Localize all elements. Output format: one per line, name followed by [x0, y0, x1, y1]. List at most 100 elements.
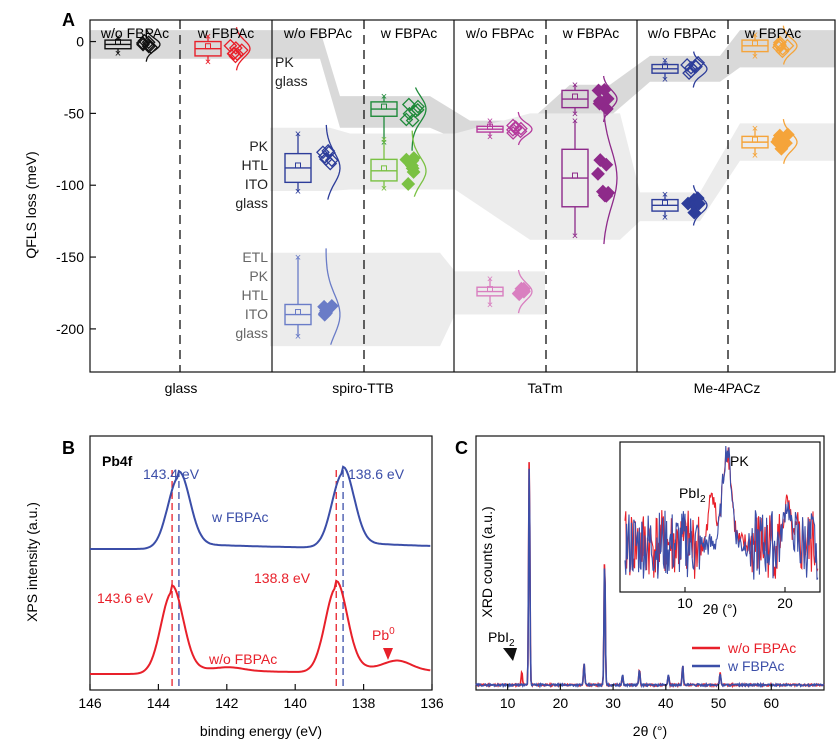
density-curve [602, 75, 618, 123]
xtick-label: 50 [711, 695, 727, 711]
peak-label-wo-1: 143.6 eV [97, 590, 154, 606]
inset-xtick-label: 10 [677, 595, 693, 611]
outlier-marker: × [381, 134, 387, 146]
xps-curve-wo [90, 579, 431, 675]
data-point [401, 177, 416, 191]
stack-label: HTL [242, 287, 269, 303]
inset-curve-w [624, 445, 819, 580]
data-point [508, 121, 523, 136]
xrd-curve-w [475, 468, 825, 689]
gray-bands [90, 30, 835, 347]
data-point [775, 41, 790, 56]
outlier-marker: × [205, 57, 211, 69]
density-curve [692, 185, 708, 226]
panel-c-letter: C [455, 438, 468, 458]
density-curve [603, 111, 618, 245]
outlier-marker: × [487, 116, 493, 128]
data-point [684, 60, 698, 75]
panel-a-letter: A [62, 10, 75, 30]
data-point [228, 41, 243, 55]
outlier-marker: × [205, 31, 211, 43]
mean-marker [487, 286, 493, 293]
panel-b-letter: B [62, 438, 75, 458]
inset-pk-label: PK [730, 453, 749, 469]
density-curve [145, 28, 161, 62]
panel-b-ylabel: XPS intensity (a.u.) [24, 502, 40, 622]
box-plots: ×××××××××××××××××××××××××××× [104, 25, 798, 345]
data-point [591, 166, 605, 181]
outlier-marker: × [295, 129, 301, 141]
outlier-marker: × [572, 231, 578, 243]
inset-pbi2-label: PbI2 [679, 485, 706, 505]
band-etl-stack [270, 252, 545, 347]
group-label: TaTm [528, 380, 563, 396]
outlier-marker: × [487, 299, 493, 311]
panel-a-frame [89, 19, 836, 373]
outlier-marker: × [752, 29, 758, 41]
outlier-marker: × [752, 51, 758, 63]
outlier-marker: × [572, 108, 578, 120]
outlier-marker: × [295, 331, 301, 343]
panel-b-frame [89, 435, 433, 691]
peak-label-wo-2: 138.8 eV [254, 570, 311, 586]
outlier-marker: × [662, 74, 668, 86]
outlier-marker: × [572, 80, 578, 92]
data-point [688, 59, 703, 74]
mean-marker [572, 172, 578, 179]
mean-marker [295, 162, 301, 169]
data-point [141, 37, 156, 52]
data-point [135, 36, 150, 50]
mean-marker [205, 43, 211, 50]
xtick-label: 40 [658, 695, 674, 711]
panel-c-frame [475, 435, 825, 691]
inset-xlabel: 2θ (°) [703, 601, 737, 617]
condition-dividers [179, 20, 729, 372]
ytick-label: -200 [56, 321, 84, 337]
group-labels: glass spiro-TTB TaTm Me-4PACz [165, 380, 761, 396]
ytick-label: -50 [64, 105, 84, 121]
density-curve [517, 111, 533, 146]
panel-b: B XPS intensity (a.u.) Pb4f 143.4 eV 138… [24, 435, 444, 739]
mean-marker [662, 199, 668, 206]
inset: PbI2 PK 10 20 2θ (°) [619, 441, 821, 617]
data-point [318, 306, 332, 321]
panel-c: C XRD counts (a.u.) PbI2 w/o FBPAc w FBP… [455, 435, 825, 739]
density-curve [325, 248, 341, 345]
box-plot: ×× [741, 25, 798, 65]
outlier-marker: × [752, 123, 758, 135]
column-header: w/o FBPAc [283, 25, 352, 41]
pb0-label: Pb0 [372, 626, 395, 643]
panel-b-title: Pb4f [102, 453, 133, 469]
data-point [410, 102, 425, 117]
group-label: glass [165, 380, 198, 396]
column-header: w FBPAc [744, 25, 802, 41]
mean-marker [115, 38, 121, 45]
outlier-marker: × [662, 212, 668, 224]
box-plot: ×× [370, 130, 427, 197]
box-plot: ×× [284, 124, 341, 200]
xps-curve-w [90, 465, 431, 550]
outlier-marker: × [381, 183, 387, 195]
legend-label-wo: w/o FBPAc [727, 640, 796, 656]
outlier-marker: × [662, 55, 668, 67]
stack-labels: PK glass PK HTL ITO glass ETL PK HTL ITO glass [235, 54, 307, 341]
peak-guides [171, 470, 344, 688]
density-curve [411, 130, 427, 197]
box-plot: ×× [476, 111, 533, 146]
column-header: w/o FBPAc [100, 25, 169, 41]
mean-marker [381, 165, 387, 172]
outlier-marker: × [572, 116, 578, 128]
data-point [324, 298, 339, 313]
peak-label-w-2: 138.6 eV [348, 466, 405, 482]
column-header: w/o FBPAc [465, 25, 534, 41]
box [370, 158, 398, 182]
density-curve [692, 51, 708, 88]
stack-label: ETL [242, 249, 268, 265]
panel-c-xticks: 10 20 30 40 50 60 [500, 684, 779, 711]
pbi2-arrow [503, 648, 517, 661]
stack-label: PK [249, 268, 268, 284]
band-pk-htl [90, 30, 835, 146]
density-curve [782, 25, 798, 65]
outlier-marker: × [295, 186, 301, 198]
